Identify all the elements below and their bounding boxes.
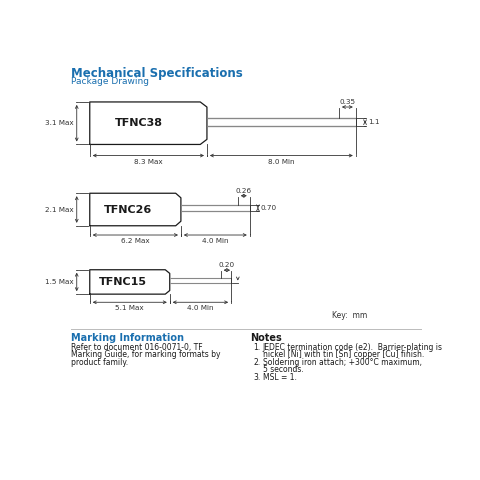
Text: MSL = 1.: MSL = 1. [263, 373, 297, 382]
Text: 8.0 Min: 8.0 Min [268, 158, 295, 165]
Text: 0.20: 0.20 [219, 262, 235, 268]
Text: 5.1 Max: 5.1 Max [115, 305, 144, 311]
Text: 4.0 Min: 4.0 Min [202, 238, 228, 244]
Text: 8.3 Max: 8.3 Max [134, 158, 163, 165]
Text: Key:  mm: Key: mm [332, 311, 367, 320]
Text: Soldering iron attach; +300°C maximum,: Soldering iron attach; +300°C maximum, [263, 358, 422, 367]
Text: 1.: 1. [253, 343, 261, 352]
Text: 0.35: 0.35 [339, 99, 355, 105]
Text: nickel [Ni] with tin [Sn] copper [Cu] finish.: nickel [Ni] with tin [Sn] copper [Cu] fi… [263, 349, 424, 359]
Text: Marking Information: Marking Information [71, 333, 184, 343]
Text: Notes: Notes [250, 333, 281, 343]
Text: product family.: product family. [71, 358, 128, 367]
Text: 4.0 Min: 4.0 Min [187, 305, 214, 311]
Text: 2.1 Max: 2.1 Max [45, 206, 74, 213]
Text: Package Drawing: Package Drawing [71, 77, 149, 86]
Text: TFNC26: TFNC26 [104, 204, 152, 215]
Text: 2.: 2. [253, 358, 261, 367]
Text: TFNC38: TFNC38 [115, 118, 163, 128]
Text: 3.1 Max: 3.1 Max [45, 120, 74, 126]
Text: Refer to document 016-0071-0, TF: Refer to document 016-0071-0, TF [71, 343, 203, 352]
Text: TFNC15: TFNC15 [99, 277, 147, 287]
Text: 1.5 Max: 1.5 Max [45, 279, 74, 285]
Text: 1.1: 1.1 [368, 119, 380, 125]
Text: 0.26: 0.26 [236, 188, 252, 194]
Text: 3.: 3. [253, 373, 261, 382]
Text: Marking Guide, for marking formats by: Marking Guide, for marking formats by [71, 350, 221, 360]
Text: Mechanical Specifications: Mechanical Specifications [71, 67, 243, 80]
Text: 6.2 Max: 6.2 Max [121, 238, 150, 244]
Text: 0.70: 0.70 [261, 205, 277, 211]
Text: JEDEC termination code (e2).  Barrier-plating is: JEDEC termination code (e2). Barrier-pla… [263, 343, 443, 352]
Text: 5 seconds.: 5 seconds. [263, 365, 303, 374]
